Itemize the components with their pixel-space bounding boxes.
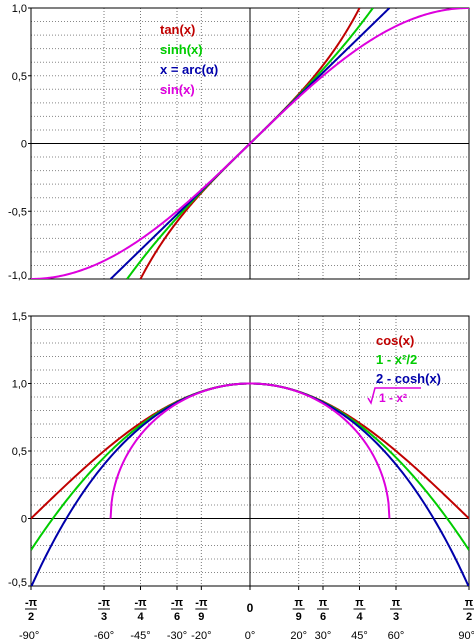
y-tick-label: 0,5 bbox=[12, 446, 27, 458]
y-tick-label: -0,5 bbox=[8, 206, 27, 218]
x-tick-degree-label: 45° bbox=[351, 630, 368, 642]
x-tick-degree-label: 30° bbox=[315, 630, 332, 642]
x-tick-numerator: -π bbox=[171, 597, 184, 609]
x-tick-numerator: π bbox=[355, 597, 364, 609]
x-tick-zero: 0 bbox=[247, 601, 254, 615]
y-tick-label: 0,5 bbox=[12, 71, 27, 83]
x-tick-numerator: π bbox=[294, 597, 303, 609]
legend-label: 1 - x² bbox=[379, 391, 407, 405]
x-tick-denominator: 6 bbox=[174, 611, 180, 623]
y-tick-label: 1,0 bbox=[12, 379, 27, 391]
x-tick-denominator: 2 bbox=[466, 611, 472, 623]
x-tick-degree-label: 60° bbox=[388, 630, 405, 642]
x-tick-numerator: π bbox=[392, 597, 401, 609]
x-tick-numerator: -π bbox=[134, 597, 147, 609]
x-tick-degree-label: 20° bbox=[290, 630, 307, 642]
y-tick-label: 1,0 bbox=[12, 3, 27, 15]
x-tick-numerator: -π bbox=[98, 597, 111, 609]
x-tick-denominator: 4 bbox=[137, 611, 144, 623]
chart-cos-comparison: 1,5 1,0 0,5 0 -0,5 cos(x) 1 - x²/2 2 - cosh(x) 1… bbox=[8, 311, 470, 589]
series-line-sin bbox=[31, 8, 469, 279]
x-tick-denominator: 9 bbox=[198, 611, 204, 623]
x-tick-degree-label: 0° bbox=[245, 630, 256, 642]
x-tick-numerator: -π bbox=[25, 597, 38, 609]
legend-label: 1 - x²/2 bbox=[376, 352, 417, 367]
x-tick-denominator: 3 bbox=[101, 611, 107, 623]
legend-label: sinh(x) bbox=[160, 42, 203, 57]
y-tick-label: -0,5 bbox=[8, 577, 27, 589]
y-tick-label: 0 bbox=[21, 139, 27, 151]
y-tick-label: 0 bbox=[21, 514, 27, 526]
legend-label: cos(x) bbox=[376, 333, 414, 348]
x-tick-denominator: 2 bbox=[28, 611, 34, 623]
y-tick-label: -1,0 bbox=[8, 270, 27, 282]
x-tick-degree-label: -90° bbox=[19, 630, 39, 642]
legend-label: tan(x) bbox=[160, 22, 195, 37]
series-line-sqrt bbox=[109, 382, 391, 519]
x-tick-degree-label: 90° bbox=[458, 630, 474, 642]
x-tick-degree-label: -60° bbox=[94, 630, 114, 642]
x-tick-numerator: π bbox=[465, 597, 474, 609]
x-tick-degree-label: -20° bbox=[191, 630, 211, 642]
x-tick-numerator: -π bbox=[195, 597, 208, 609]
x-tick-degree-label: -30° bbox=[167, 630, 187, 642]
legend-label: 2 - cosh(x) bbox=[376, 371, 441, 386]
x-tick-denominator: 6 bbox=[320, 611, 326, 623]
legend-radical-sign bbox=[367, 387, 421, 405]
y-tick-label: 1,5 bbox=[12, 311, 27, 323]
x-tick-denominator: 9 bbox=[296, 611, 302, 623]
x-tick-denominator: 3 bbox=[393, 611, 399, 623]
x-tick-denominator: 4 bbox=[356, 611, 363, 623]
legend-label: x = arc(α) bbox=[160, 62, 218, 77]
x-axis-tick-labels: -π 2 -90° -π 3 -60° -π 4 -45° -π 6 -30° -π 9 -20° 0 0° π 9… bbox=[19, 586, 474, 642]
x-tick-degree-label: -45° bbox=[130, 630, 150, 642]
legend-label: sin(x) bbox=[160, 82, 195, 97]
x-tick-numerator: π bbox=[319, 597, 328, 609]
chart-sin-tan-comparison: 1,0 0,5 0 -0,5 -1,0 tan(x) sinh(x) x = arc(α) si… bbox=[8, 3, 470, 282]
